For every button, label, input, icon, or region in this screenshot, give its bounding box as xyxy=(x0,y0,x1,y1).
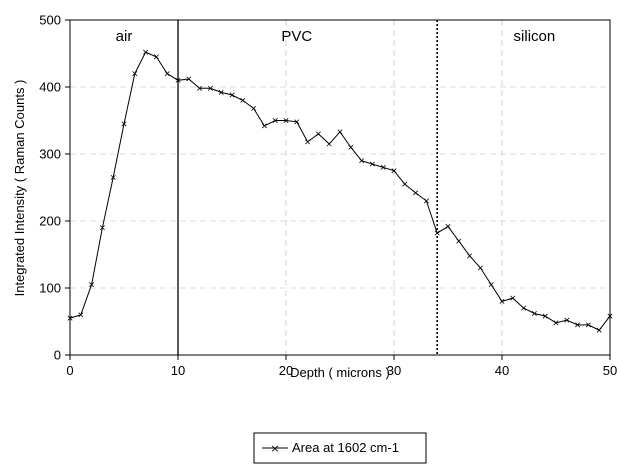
data-point xyxy=(272,118,278,123)
x-tick-label: 30 xyxy=(387,363,401,378)
y-tick-label: 100 xyxy=(39,281,61,296)
data-point xyxy=(585,322,591,328)
data-point xyxy=(78,312,84,318)
data-point xyxy=(294,119,300,125)
data-point xyxy=(413,190,419,196)
data-point xyxy=(499,298,505,304)
data-point xyxy=(207,85,213,91)
data-point xyxy=(434,230,440,236)
region-labels: air PVC silicon xyxy=(116,28,556,45)
data-point xyxy=(391,168,397,174)
data-point xyxy=(197,85,203,91)
y-tick-label: 400 xyxy=(39,80,61,95)
data-point xyxy=(240,97,246,103)
data-point xyxy=(445,223,451,229)
data-point xyxy=(456,238,462,244)
data-point xyxy=(315,131,321,137)
y-tick-label: 300 xyxy=(39,147,61,162)
data-point xyxy=(564,317,570,323)
y-axis-title: Integrated Intensity ( Raman Counts ) xyxy=(12,80,27,297)
data-point xyxy=(542,313,548,319)
x-tick-label: 50 xyxy=(603,363,617,378)
data-point xyxy=(575,322,581,328)
data-point xyxy=(521,305,527,311)
data-point xyxy=(261,123,267,129)
series-line xyxy=(69,51,611,331)
x-tick-label: 40 xyxy=(495,363,509,378)
region-label: PVC xyxy=(281,28,312,45)
data-point xyxy=(423,198,429,204)
data-point xyxy=(175,77,181,83)
data-point xyxy=(143,49,149,55)
data-point xyxy=(121,121,127,127)
region-label: air xyxy=(116,28,133,45)
data-point xyxy=(467,253,473,259)
data-point xyxy=(186,76,192,82)
data-point xyxy=(359,158,365,164)
data-point xyxy=(326,141,332,147)
y-tick-label: 0 xyxy=(54,348,61,363)
data-point xyxy=(89,282,95,288)
data-point xyxy=(596,327,602,333)
series-layer xyxy=(67,49,613,333)
region-label: silicon xyxy=(514,28,556,45)
legend-marker-sample: × xyxy=(270,442,279,455)
x-tick-label: 10 xyxy=(171,363,185,378)
data-point xyxy=(402,181,408,187)
data-point xyxy=(477,265,483,271)
data-point xyxy=(229,92,235,98)
data-point xyxy=(380,164,386,170)
y-tick-label: 500 xyxy=(39,13,61,28)
legend: × Area at 1602 cm-1 xyxy=(253,432,427,464)
data-point xyxy=(369,161,375,167)
data-point xyxy=(251,105,257,111)
data-point xyxy=(348,144,354,150)
data-point xyxy=(153,54,159,60)
region-boundaries xyxy=(177,20,439,355)
x-tick-label: 20 xyxy=(279,363,293,378)
axes: 0 100 200 300 400 500 0 10 20 30 40 50 xyxy=(39,13,617,379)
legend-label: Area at 1602 cm-1 xyxy=(292,440,399,455)
data-point xyxy=(164,71,170,77)
data-point xyxy=(553,320,559,326)
plot-frame xyxy=(69,19,611,356)
grid-lines xyxy=(70,20,610,355)
data-point xyxy=(337,129,343,135)
x-axis-title: Depth ( microns ) xyxy=(290,365,390,380)
x-tick-label: 0 xyxy=(66,363,73,378)
y-tick-label: 200 xyxy=(39,214,61,229)
data-point xyxy=(488,282,494,288)
data-point xyxy=(283,118,289,123)
data-point xyxy=(132,71,138,77)
data-point xyxy=(531,310,537,316)
data-point xyxy=(218,89,224,95)
data-point xyxy=(110,174,116,180)
data-point xyxy=(510,295,516,301)
data-point xyxy=(305,139,311,145)
data-point xyxy=(99,225,105,231)
